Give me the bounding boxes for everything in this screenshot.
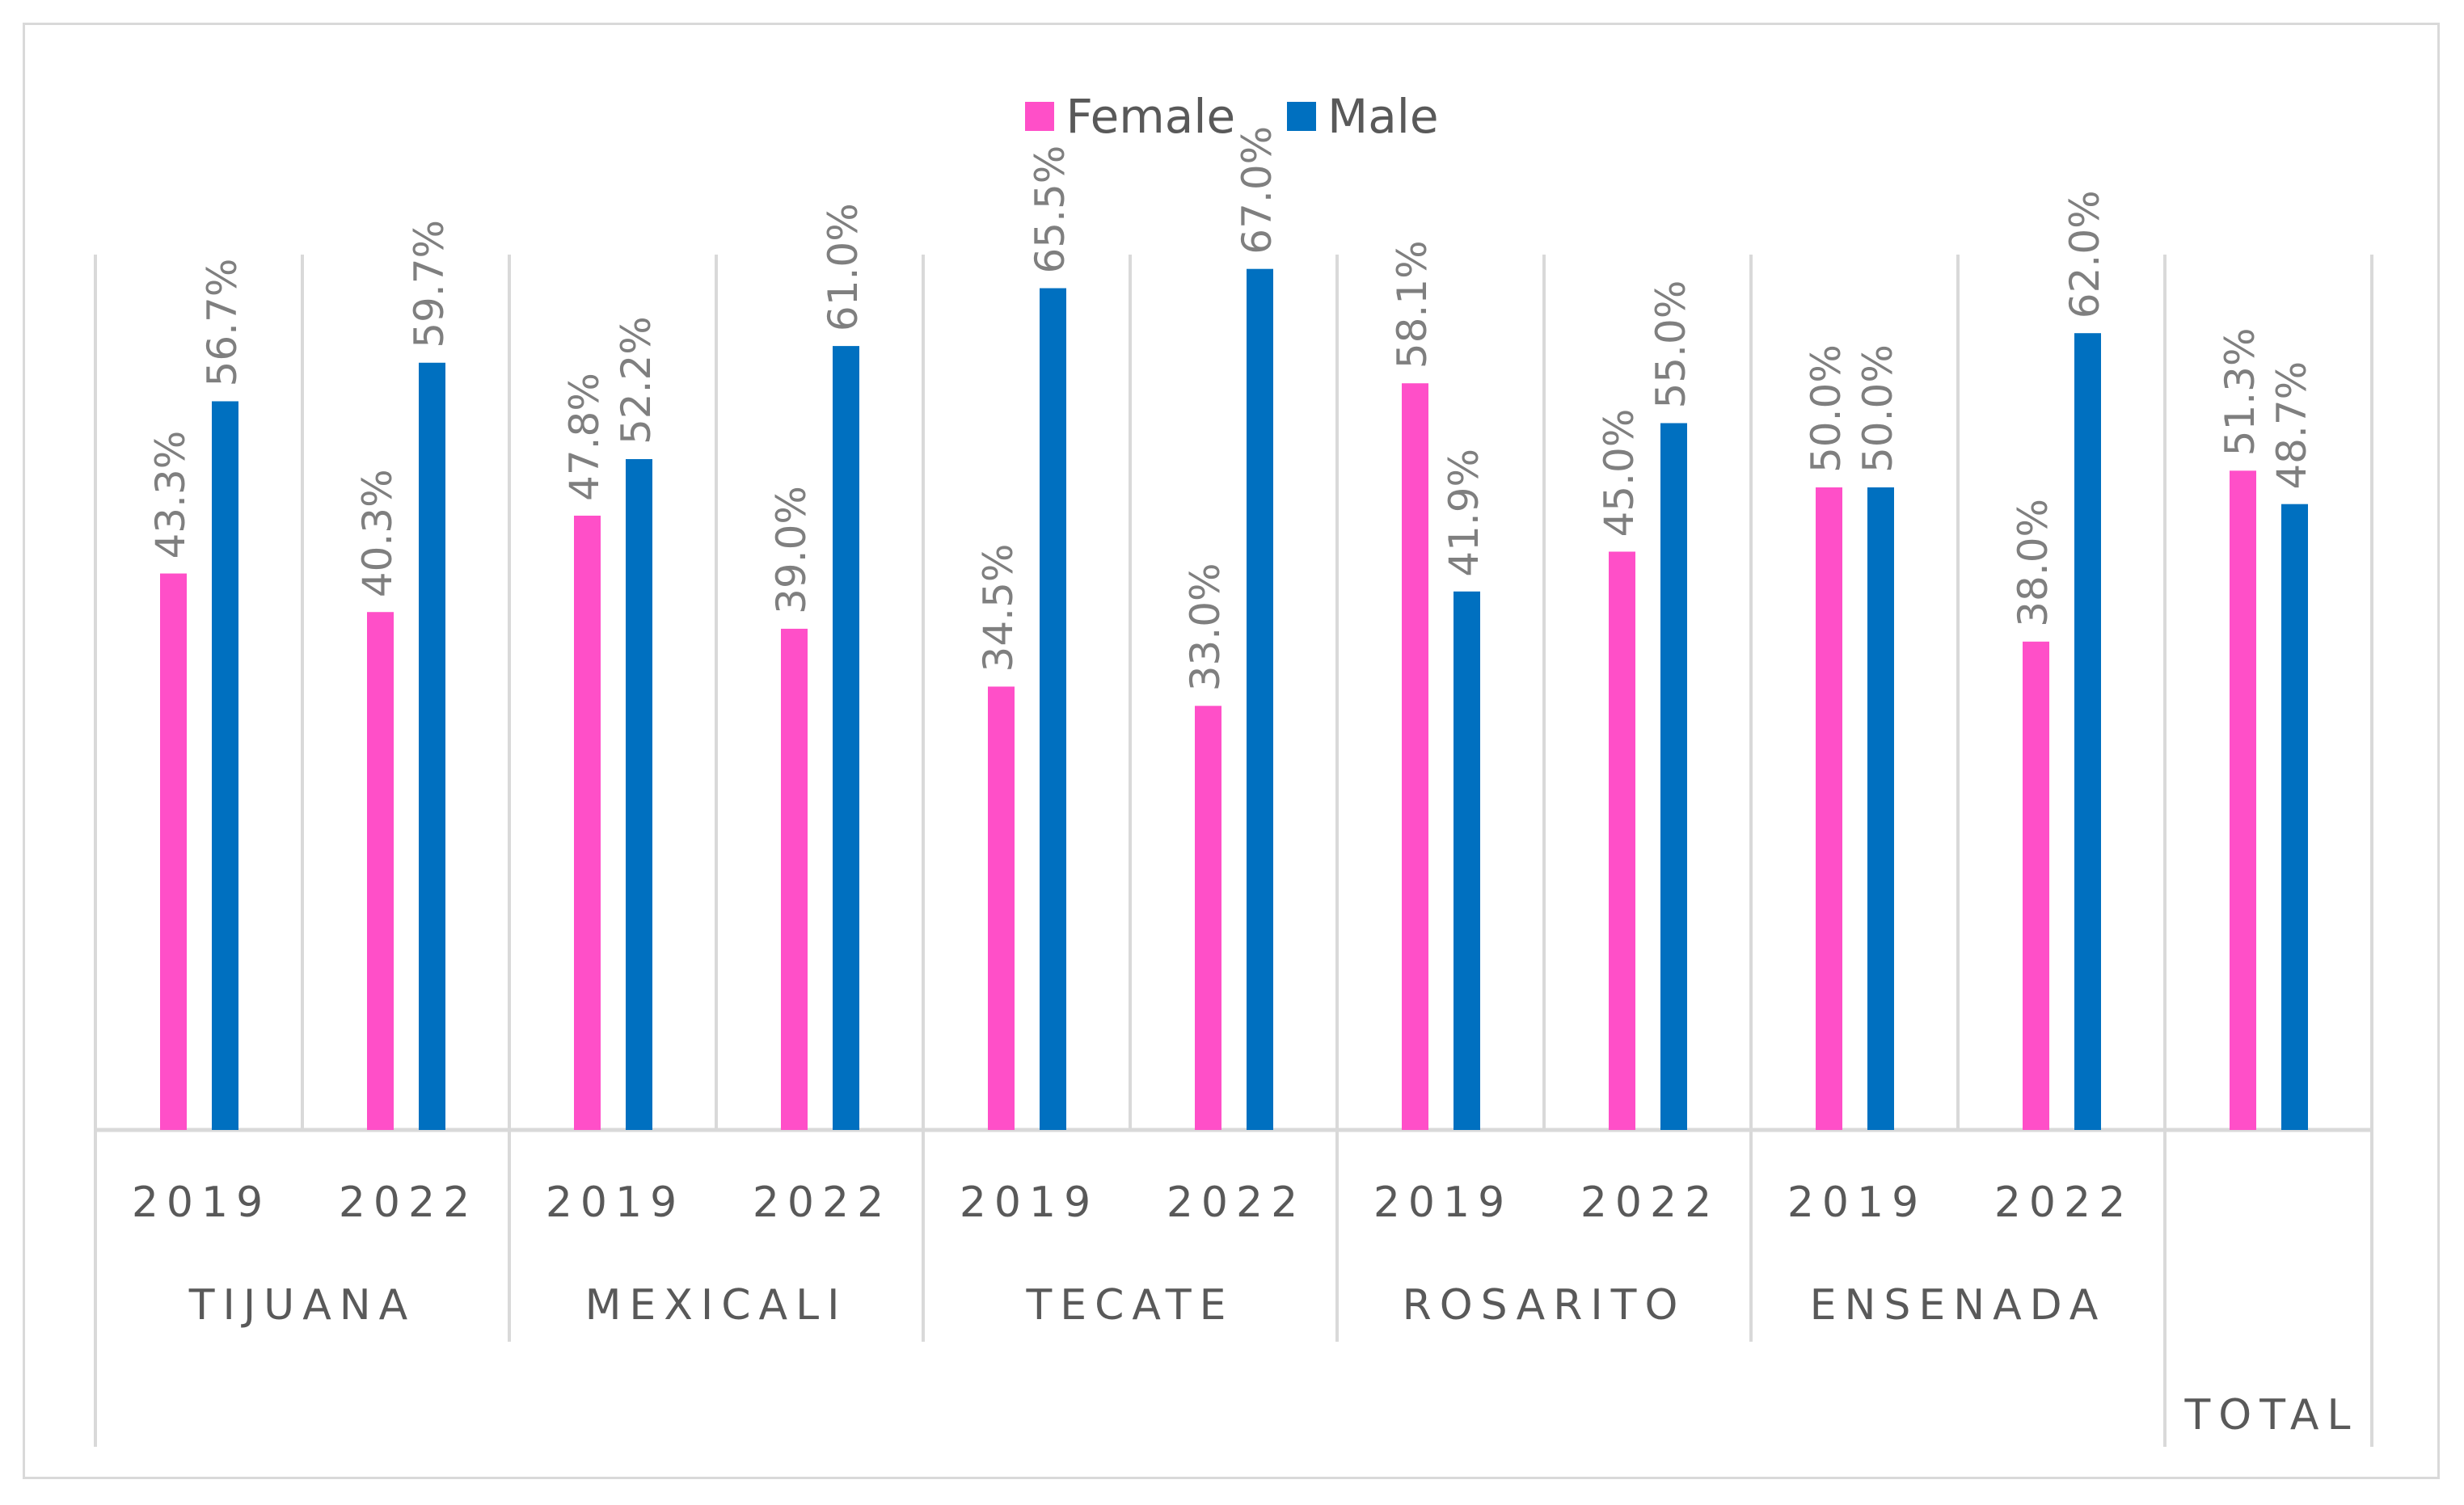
x-tick-label-year: 2019 [960,1178,1099,1227]
legend-label-male: Male [1327,89,1439,144]
bar-male [1040,288,1066,1130]
data-label-female: 38.0% [2010,499,2057,627]
data-label-female: 50.0% [1803,344,1850,473]
x-tick-label-year: 2019 [546,1178,685,1227]
bar-male [419,362,445,1130]
data-label-female: 58.1% [1389,240,1436,369]
bar-female [781,628,808,1130]
bar-female [2230,470,2256,1130]
bar-female [1609,551,1635,1130]
x-tick-label-year: 2019 [1787,1178,1926,1227]
bar-male [1867,487,1894,1130]
bar-male [1454,591,1480,1130]
data-label-male: 62.0% [2061,190,2108,318]
legend-item-female: Female [1025,89,1235,144]
x-tick-label-total: TOTAL [2184,1391,2359,1440]
legend-swatch-male [1287,102,1317,131]
x-tick-label-year: 2019 [132,1178,271,1227]
bar-female [1816,487,1842,1130]
data-label-male: 61.0% [820,203,867,331]
data-label-female: 40.3% [354,469,401,597]
legend-swatch-female [1025,102,1055,131]
bar-female [1402,383,1428,1131]
data-label-male: 50.0% [1854,344,1901,473]
x-tick-label-municipality: TECATE [1025,1281,1234,1330]
x-tick-label-year: 2022 [1580,1178,1719,1227]
x-tick-label-year: 2022 [339,1178,478,1227]
bar-male [1660,423,1687,1130]
data-label-female: 33.0% [1182,563,1229,691]
bar-female [160,573,187,1130]
data-label-male: 41.9% [1441,449,1487,577]
bar-female [574,515,601,1130]
data-label-male: 55.0% [1648,280,1694,409]
bar-male [212,401,238,1131]
data-label-male: 65.5% [1027,145,1074,274]
data-label-female: 45.0% [1596,409,1643,538]
data-label-male: 56.7% [199,259,246,387]
bar-male [833,346,859,1131]
x-tick-label-municipality: TIJUANA [188,1281,416,1330]
bar-male [626,459,652,1130]
x-tick-label-municipality: MEXICALI [585,1281,848,1330]
x-tick-label-year: 2022 [1167,1178,1306,1227]
data-label-male: 52.2% [613,316,660,445]
data-label-female: 47.8% [561,373,608,501]
legend-item-male: Male [1287,89,1439,144]
data-label-male: 67.0% [1234,126,1281,255]
data-label-male: 59.7% [406,220,453,348]
data-label-female: 39.0% [768,486,815,614]
bar-female [2023,641,2049,1130]
x-tick-label-municipality: ROSARITO [1403,1281,1686,1330]
x-tick-label-municipality: ENSENADA [1810,1281,2107,1330]
data-label-female: 51.3% [2217,327,2264,456]
bar-female [1195,706,1221,1130]
x-tick-label-year: 2019 [1373,1178,1513,1227]
bar-male [1247,268,1273,1131]
bar-male [2074,333,2101,1130]
x-tick-label-year: 2022 [753,1178,892,1227]
data-label-male: 48.7% [2268,361,2315,490]
bar-female [367,612,394,1130]
data-label-female: 34.5% [975,544,1022,672]
legend: Female Male [0,89,2464,144]
legend-label-female: Female [1065,89,1236,144]
x-tick-label-year: 2022 [1994,1178,2133,1227]
data-label-female: 43.3% [147,431,194,559]
bar-female [988,686,1015,1130]
bar-male [2281,504,2308,1130]
